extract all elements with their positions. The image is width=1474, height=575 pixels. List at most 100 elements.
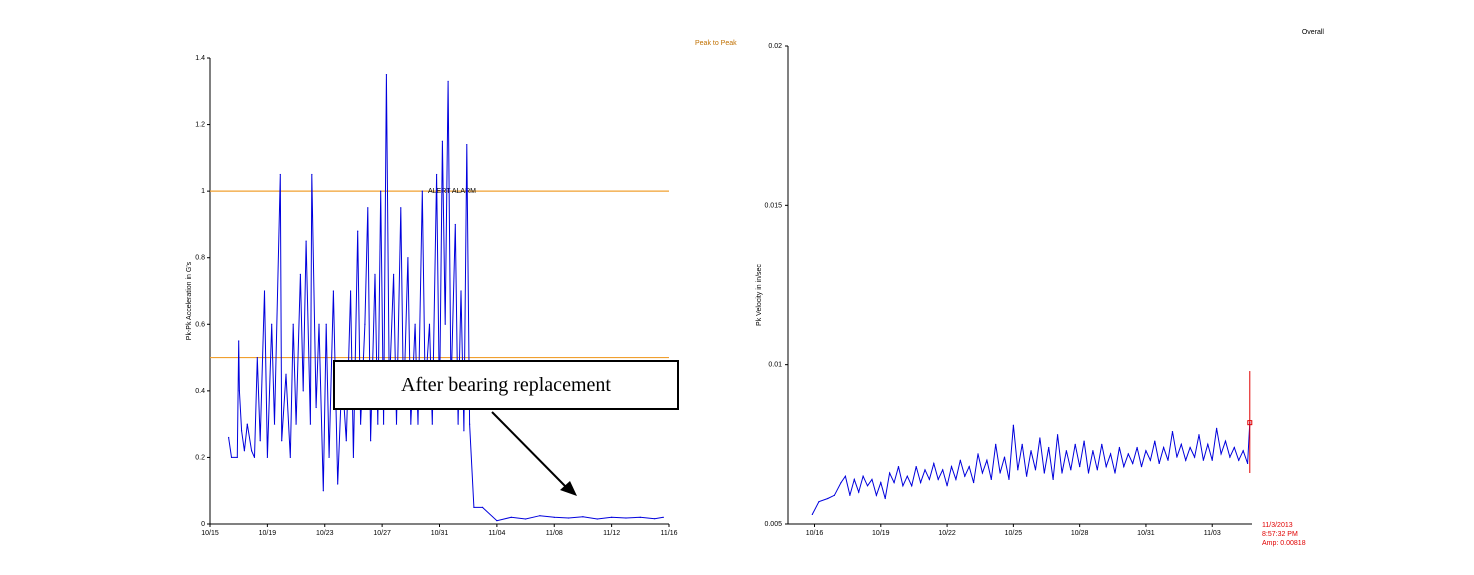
right-data-point [875,494,877,496]
right-data-point [1039,437,1041,439]
right-data-point [933,462,935,465]
left-data-point [582,516,584,518]
right-data-point [858,491,860,493]
right-data-point [833,494,836,496]
left-data-point [285,373,287,375]
right-x-tick-label: 11/03 [1204,530,1221,537]
left-data-point [364,323,366,325]
left-data-point [421,190,423,192]
right-data-point [897,466,900,468]
right-data-point [906,475,908,477]
right-data-point [1229,456,1231,458]
right-data-point [946,485,948,487]
left-data-point [357,230,359,232]
right-data-point [911,485,913,487]
right-data-point [1176,456,1178,458]
right-y-tick-label: 0.015 [764,202,782,209]
left-data-point [382,423,385,425]
right-data-point [973,481,975,484]
right-data-point [1017,469,1019,471]
right-data-point [995,443,997,445]
right-data-point [1220,453,1222,455]
right-y-tick-label: 0.01 [768,362,782,369]
left-data-point [662,516,664,518]
left-data-point [266,456,268,459]
left-data-point [444,323,446,325]
left-data-point [639,516,641,518]
left-x-tick-label: 10/31 [431,530,449,537]
right-data-point [1246,462,1249,465]
right-x-tick-label: 10/22 [938,530,956,537]
left-data-point [332,290,334,292]
right-data-point [977,453,979,455]
cursor-date: 11/3/2013 [1262,522,1293,529]
left-x-tick-label: 11/16 [661,530,678,537]
left-data-point [315,406,317,409]
left-x-tick-label: 10/19 [259,530,277,537]
right-data-point [1136,446,1138,449]
right-data-point [1096,469,1098,471]
right-data-point [1021,443,1023,445]
right-data-point [1207,443,1209,445]
left-y-tick-label: 0.6 [195,321,205,328]
left-data-point [289,456,291,459]
left-y-tick-label: 1 [201,188,205,195]
left-data-point [457,423,459,425]
left-data-point [385,74,388,76]
left-data-point [463,430,465,432]
alarm-text: ALERT ALARM [428,188,476,195]
right-x-tick-label: 10/19 [872,530,890,537]
cursor-amplitude: Amp: 0.00818 [1262,540,1306,547]
left-y-axis-label: Pk-Pk Acceleration in G's [186,261,193,340]
right-x-tick-label: 10/16 [806,530,824,537]
right-data-point [1145,450,1147,452]
right-data-point [1118,446,1121,449]
left-data-point [345,440,347,442]
right-data-point [1193,456,1196,458]
right-data-point [959,459,961,461]
right-data-point [1074,443,1076,445]
right-data-point [1132,462,1134,465]
right-data-point [1158,462,1160,465]
left-x-tick-label: 11/12 [603,530,620,537]
right-x-tick-label: 10/28 [1071,530,1089,537]
left-x-tick-label: 11/08 [546,530,563,537]
left-data-point [407,257,409,259]
right-data-point [1185,459,1187,461]
right-data-point [924,469,926,471]
right-data-point [840,481,842,484]
right-data-point [866,485,869,487]
right-data-point [827,497,829,500]
left-x-tick-label: 10/15 [201,530,219,537]
right-data-point [968,466,970,468]
left-data-point [460,290,462,292]
right-data-point [844,475,847,477]
left-data-point [481,506,484,508]
left-x-tick-label: 10/23 [316,530,334,537]
left-data-point [466,143,468,146]
left-data-point [447,80,449,82]
left-data-point [654,518,656,520]
right-data-point [811,513,813,516]
right-data-point [1233,446,1235,449]
right-data-point [1105,466,1107,468]
left-series-line [228,74,664,522]
left-data-point [240,430,243,432]
right-data-point [862,475,864,477]
right-data-point [1140,466,1143,468]
left-data-point [337,483,339,485]
left-data-point [250,450,253,452]
right-data-point [990,478,992,480]
right-data-point [950,466,953,468]
left-data-point [454,223,456,226]
left-y-tick-label: 0 [201,521,205,528]
left-data-point [539,515,541,517]
left-x-tick-label: 10/27 [373,530,391,537]
left-data-point [253,456,256,459]
left-chart: 0 0.2 0.4 0.6 0.8 1 1.2 1.4 10/15 10/19 10/23 10/27… [186,40,737,537]
right-data-point [1026,475,1028,477]
right-data-point [1127,453,1129,455]
left-data-point [380,190,382,192]
left-y-tick-label: 0.2 [195,454,205,461]
right-data-point [1030,450,1032,452]
